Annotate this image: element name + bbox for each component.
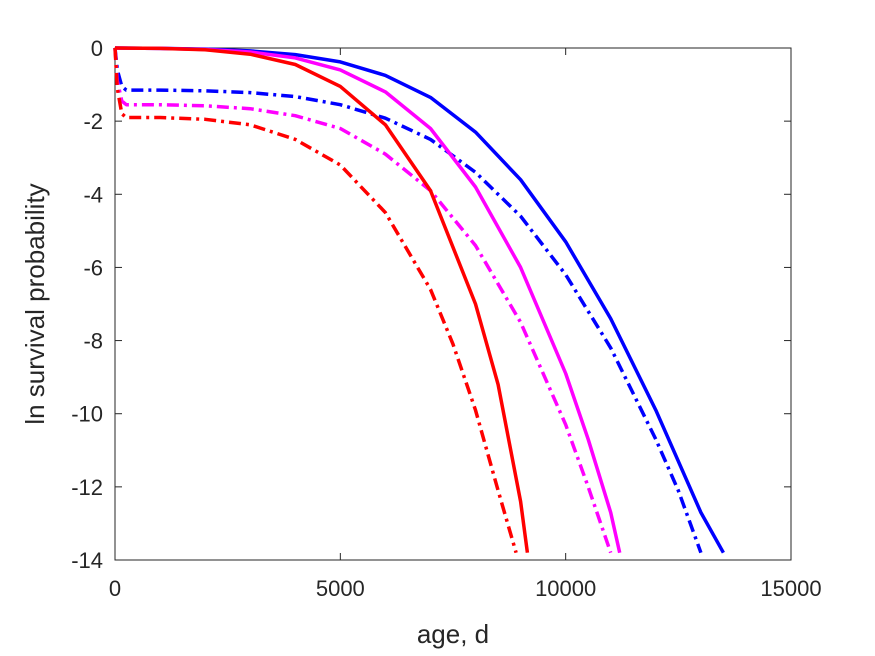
x-axis-title: age, d (417, 619, 489, 649)
series-line-6 (113, 47, 518, 554)
x-tick-label: 10000 (535, 576, 596, 601)
x-tick-label: 0 (109, 576, 121, 601)
y-tick-label: -4 (83, 182, 103, 207)
y-axis: 0 -2 -4 -6 -8 -10 -12 -14 (71, 36, 791, 573)
y-tick-label: -14 (71, 548, 103, 573)
series-line-2 (113, 47, 703, 554)
y-axis-title: ln survival probability (20, 183, 50, 424)
y-tick-label: -12 (71, 475, 103, 500)
y-tick-label: -2 (83, 109, 103, 134)
y-tick-label: 0 (91, 36, 103, 61)
series-layer (113, 46, 725, 554)
y-tick-label: -10 (71, 402, 103, 427)
y-tick-label: -8 (83, 329, 103, 354)
x-tick-label: 15000 (760, 576, 821, 601)
plot-area (114, 47, 792, 561)
series-line-4 (113, 47, 613, 554)
series-line-5 (114, 46, 530, 553)
y-tick-label: -6 (83, 255, 103, 280)
x-axis: 0 5000 10000 15000 (109, 48, 822, 601)
x-tick-label: 5000 (316, 576, 365, 601)
